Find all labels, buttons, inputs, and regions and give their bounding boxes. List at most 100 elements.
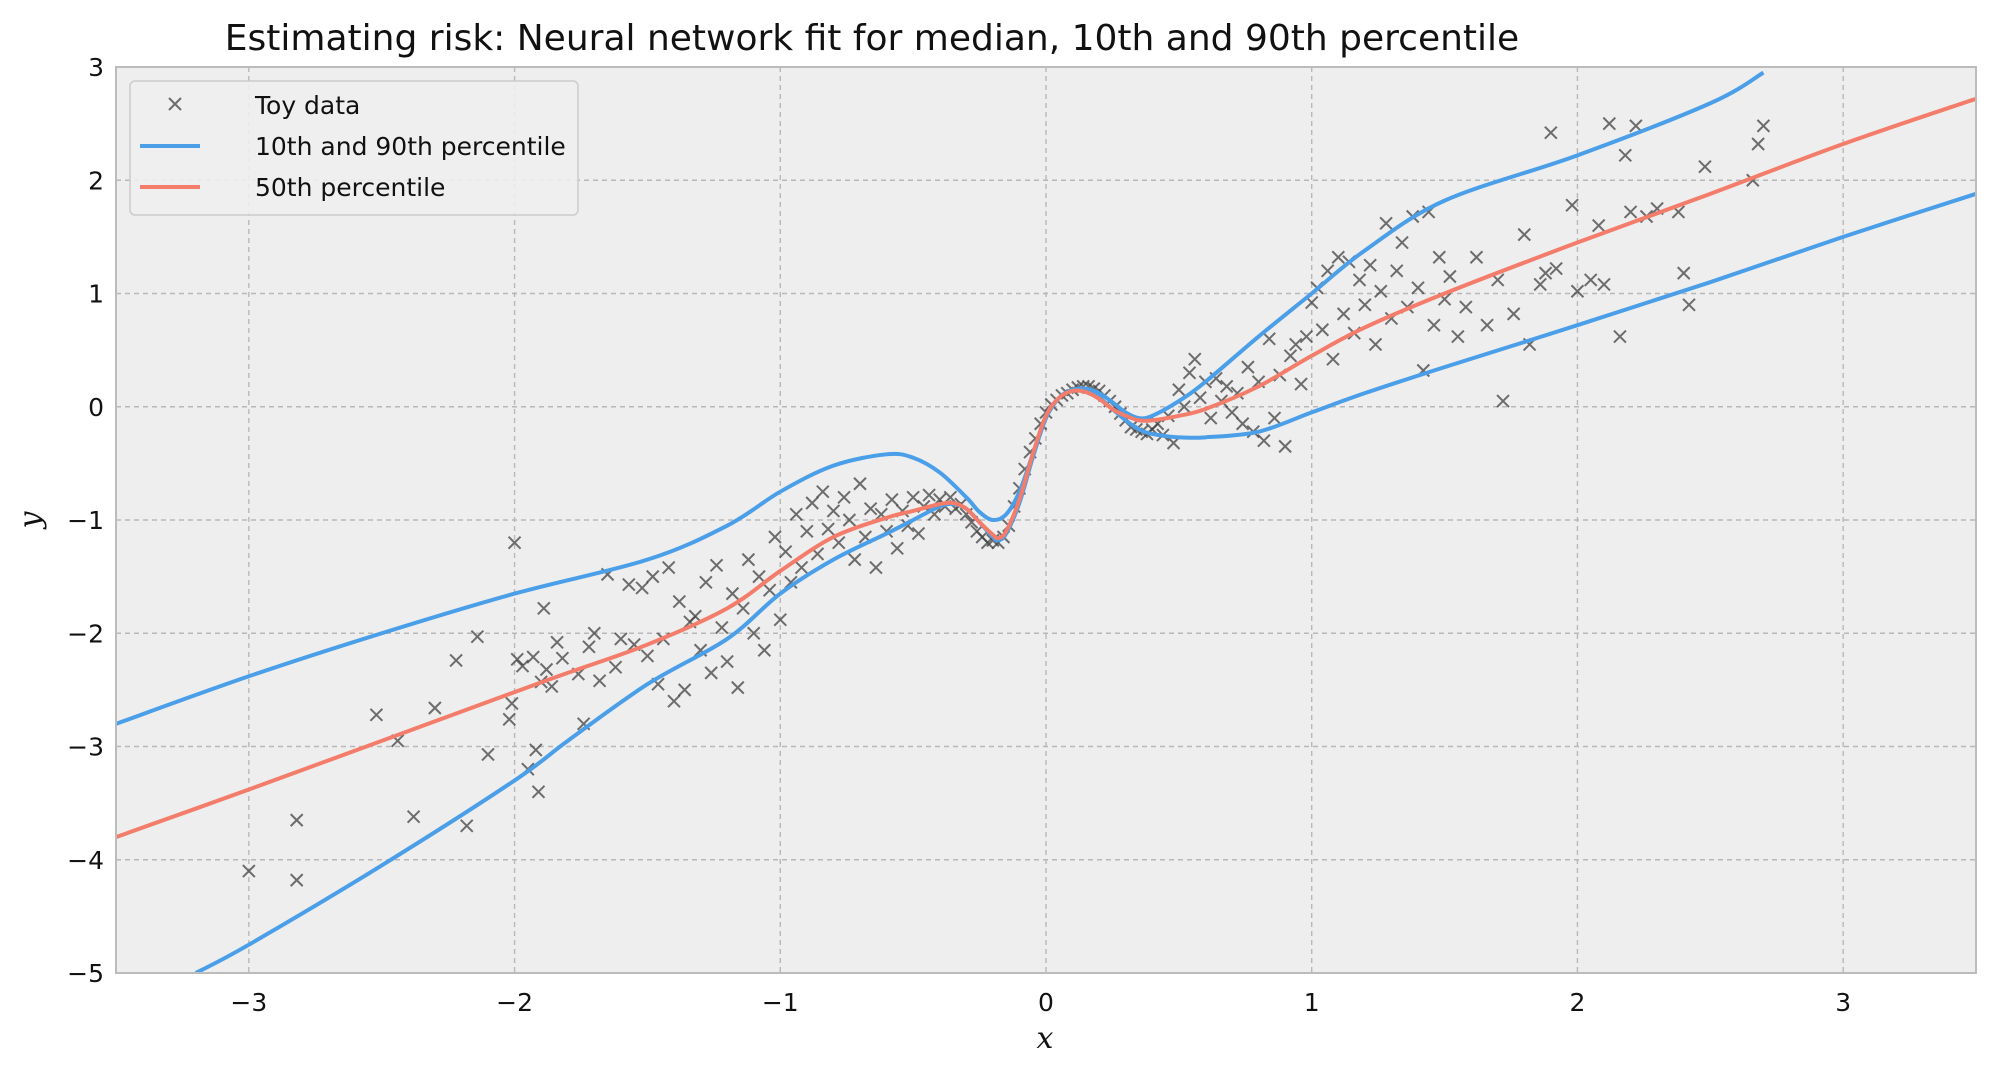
scatter-point [592,674,607,688]
scatter-point [1459,300,1473,314]
scatter-point [1374,284,1388,298]
scatter-point [1506,307,1521,321]
scatter-point [1395,235,1409,250]
scatter-point [863,501,878,516]
scatter-point [768,530,782,544]
scatter-point [757,643,772,657]
scatter-point [1623,205,1638,219]
scatter-point [1182,366,1197,380]
scatter-point [1368,337,1383,352]
scatter-point [1565,198,1579,212]
scatter-point [1496,394,1510,408]
y-tick-label: −2 [67,619,104,648]
scatter-point [720,654,734,669]
scatter-point [640,649,655,663]
scatter-point [794,560,809,575]
scatter-point [1331,250,1345,264]
scatter-point [826,504,841,518]
y-tick-label: 2 [88,166,104,195]
x-tick-label: 3 [1835,988,1851,1017]
scatter-point [608,660,623,674]
scatter-point [539,662,554,677]
scatter-point [1352,273,1367,287]
scatter-point [1204,411,1218,425]
scatter-point [1570,284,1585,298]
scatter-point [369,708,384,722]
scatter-point [531,785,546,799]
scatter-point [537,601,551,616]
scatter-point [582,640,596,654]
scatter-point [1480,318,1494,332]
scatter-point [1451,329,1465,344]
scatter-point [510,652,524,667]
x-axis-ticks: −3 −2 −1 0 1 2 3 [230,988,1851,1017]
scatter-point [699,575,713,589]
scatter-point [1756,119,1771,133]
scatter-point [646,569,660,584]
scatter-point [672,594,687,609]
scatter-point [1177,400,1191,414]
percentile-50-line [116,96,1976,839]
y-tick-label: −3 [67,733,104,762]
scatter-point [289,813,304,827]
scatter-point [470,629,485,644]
x-tick-label: 1 [1304,988,1320,1017]
scatter-point [545,679,559,694]
scatter-point [1602,116,1617,131]
scatter-point [821,522,835,536]
scatter-point [741,552,756,567]
scatter-point [789,507,803,522]
legend-label-toy-data: Toy data [254,91,360,120]
scatter-point [550,635,564,650]
scatter-point [1443,269,1457,284]
data-layer [116,70,1976,973]
scatter-point [1469,250,1484,264]
x-tick-label: −2 [496,988,533,1017]
chart-title: Estimating risk: Neural network fit for … [225,18,1519,59]
scatter-point [1358,298,1372,312]
scatter-point [1677,266,1691,280]
scatter-point [1597,277,1611,292]
scatter-point [505,696,519,711]
scatter-point [1188,352,1202,366]
scatter-point [677,683,692,697]
scatter-point [885,492,899,507]
scatter-point [709,558,724,573]
scatter-point [1363,258,1377,272]
scatter-point [1379,216,1393,230]
scatter-point [1235,417,1250,431]
y-tick-label: 0 [88,393,104,422]
scatter-point [1262,332,1276,346]
scatter-point [784,575,798,589]
scatter-point [922,488,936,502]
legend: Toy data 10th and 90th percentile 50th per… [129,80,579,216]
scatter-point [1336,307,1351,321]
scatter-point [449,653,463,668]
scatter-point [1283,349,1298,363]
scatter-point [1193,390,1207,405]
scatter-point [1257,434,1271,448]
scatter-point [1517,227,1531,242]
x-tick-label: −1 [762,988,799,1017]
scatter-point [752,569,766,584]
scatter-point [1538,266,1553,280]
scatter-point [832,535,846,550]
scatter-point [869,560,883,575]
scatter-point [406,810,421,824]
x-tick-label: −3 [230,988,267,1017]
scatter-point [1241,360,1255,374]
scatter-point [1751,137,1765,151]
scatter-point [773,612,787,627]
y-tick-label: −4 [67,846,104,875]
scatter-point [778,545,793,559]
scatter-point [1326,352,1340,366]
scatter-point [725,586,740,601]
y-tick-label: 3 [88,53,104,82]
scatter-point [526,650,540,664]
scatter-point [1294,377,1308,391]
legend-label-10-90: 10th and 90th percentile [255,132,566,161]
scatter-point [1549,261,1563,276]
y-tick-label: −5 [67,959,104,988]
scatter-point [515,659,530,673]
